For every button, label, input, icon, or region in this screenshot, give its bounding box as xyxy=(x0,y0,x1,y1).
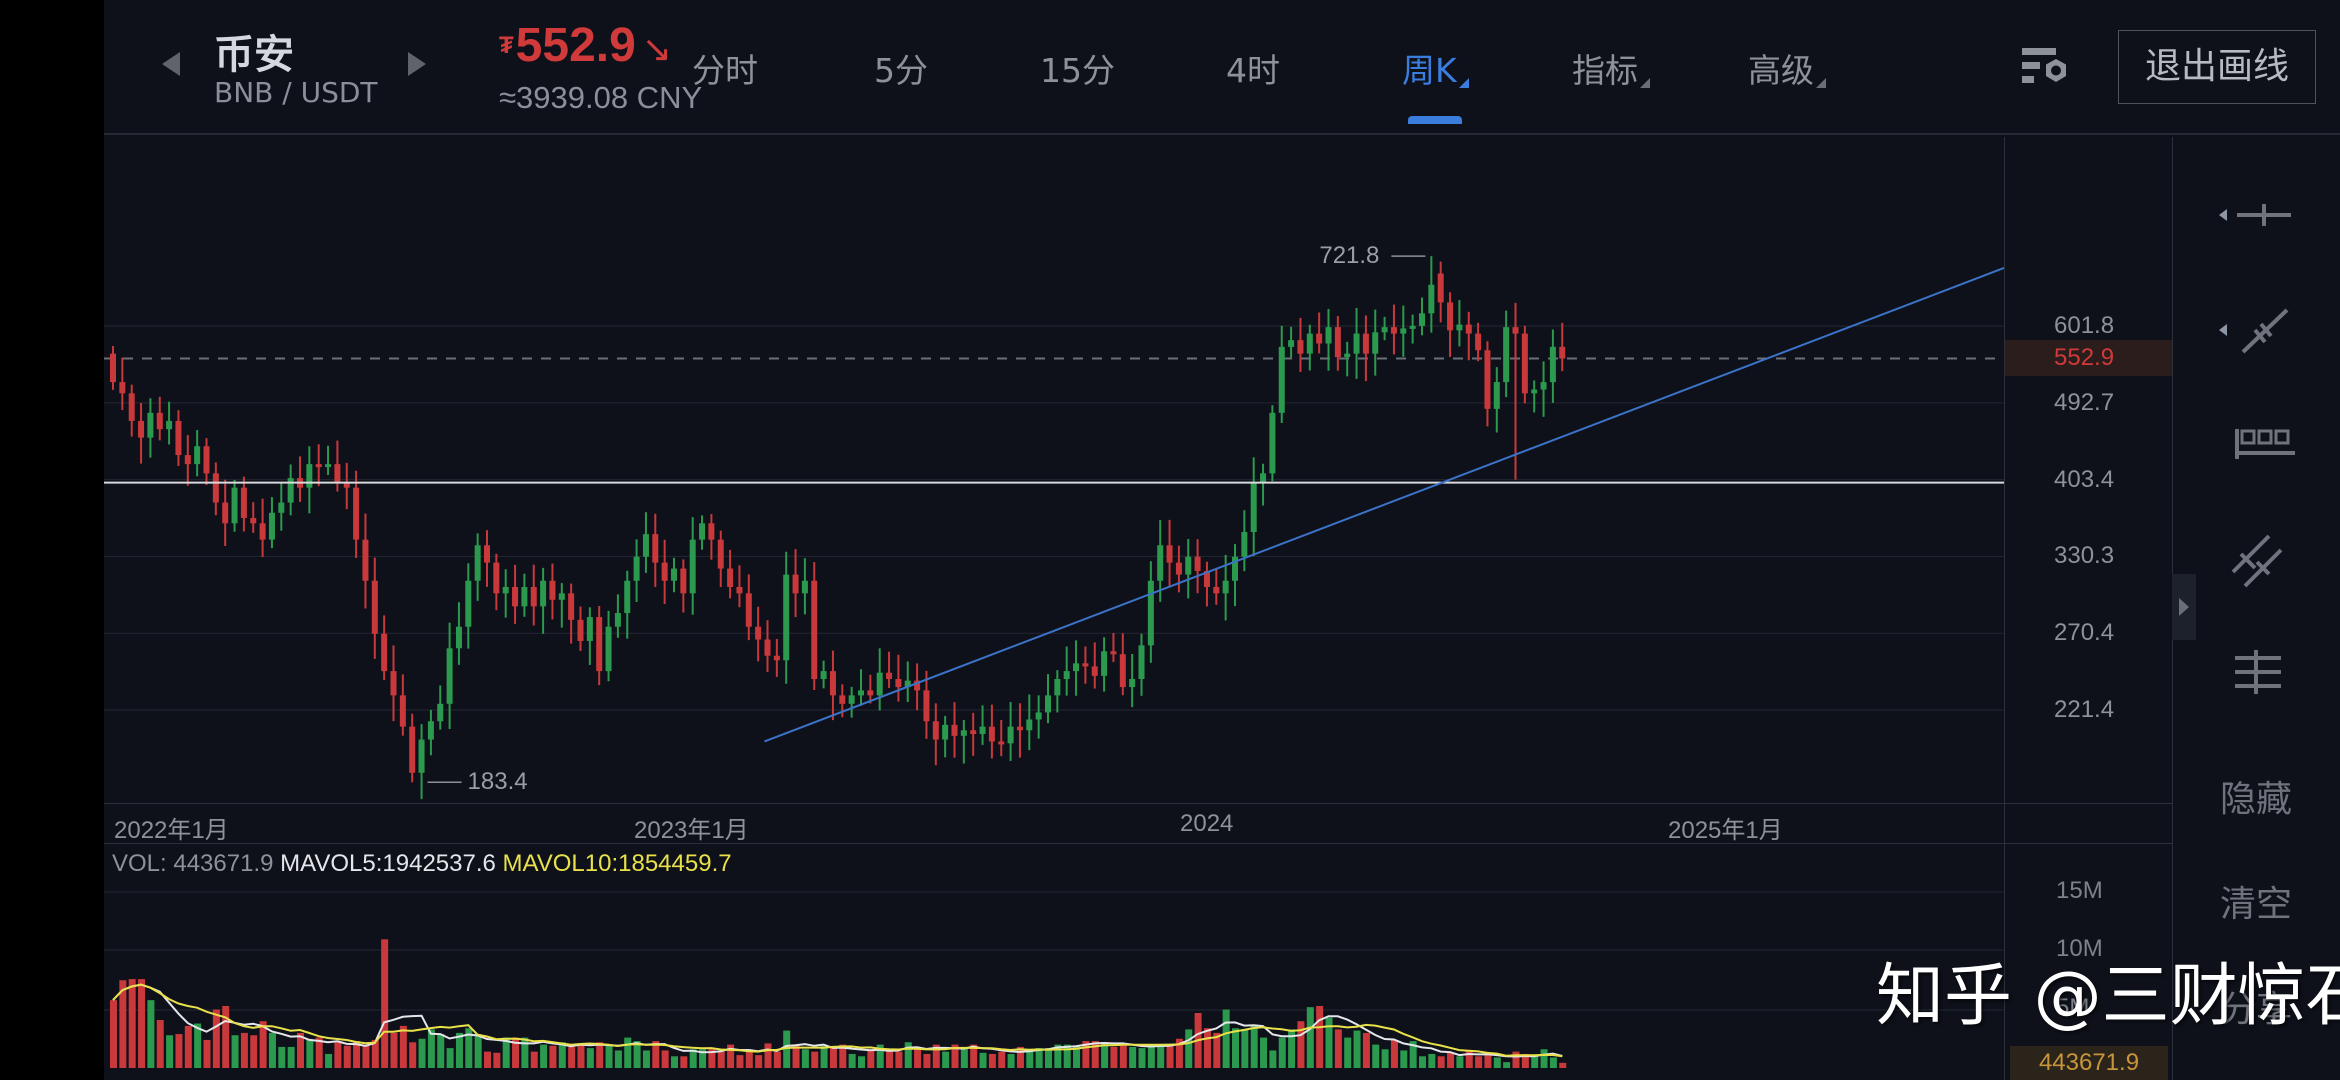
tab-3[interactable]: 4时 xyxy=(1226,44,1280,92)
tab-1[interactable]: 5分 xyxy=(874,44,928,92)
volume-axis-label-10m: 10M xyxy=(2056,935,2103,962)
dropdown-corner-icon xyxy=(1816,78,1826,88)
volume-axis-label-15m: 15M xyxy=(2056,877,2103,904)
previous-symbol-arrow-icon[interactable] xyxy=(162,52,180,76)
chart-settings-icon[interactable] xyxy=(2020,46,2072,88)
dropdown-corner-icon xyxy=(1640,78,1650,88)
volume-panel-divider xyxy=(104,843,2172,844)
time-axis-label: 2022年1月 xyxy=(114,817,229,844)
fibonacci-tool[interactable] xyxy=(2172,648,2340,698)
tab-label: 5分 xyxy=(874,51,928,90)
price-axis-label: 270.4 xyxy=(2054,619,2115,647)
last-price: ₮552.9 ↘ xyxy=(499,18,672,73)
volume-axis-label-5m: 5M xyxy=(2056,994,2090,1021)
price-axis-label: 221.4 xyxy=(2054,696,2115,723)
next-symbol-arrow-icon[interactable] xyxy=(408,52,426,76)
price-range-tool[interactable] xyxy=(2172,425,2340,465)
tab-2[interactable]: 15分 xyxy=(1040,44,1115,92)
price-axis-divider xyxy=(2004,137,2005,1080)
price-axis-label: 403.4 xyxy=(2054,465,2115,493)
horizontal-line-tool[interactable] xyxy=(2172,198,2340,232)
parallel-channel-tool[interactable] xyxy=(2172,530,2340,590)
price-axis-label: 601.8 xyxy=(2054,312,2115,339)
mavol10-value: MAVOL10:1854459.7 xyxy=(502,850,732,877)
trend-line-tool[interactable] xyxy=(2172,300,2340,360)
tab-label: 15分 xyxy=(1040,51,1115,90)
current-price-tag xyxy=(2005,340,2172,376)
tab-label: 指标 xyxy=(1572,51,1638,90)
expand-toolbar-toggle[interactable] xyxy=(2172,574,2196,640)
candlestick-chart[interactable] xyxy=(104,0,2340,1080)
low-price-marker: 183.4 xyxy=(467,768,528,796)
time-axis-label: 2023年1月 xyxy=(634,817,749,844)
header-bar: 币安 BNB / USDT ₮552.9 ↘ ≈3939.08 CNY 分时 5分 1… xyxy=(104,0,2340,135)
tab-label: 高级 xyxy=(1748,51,1814,90)
price-range-tool-icon xyxy=(2235,429,2295,459)
time-axis-label: 2024 xyxy=(1180,810,1234,837)
time-axis-label: 2025年1月 xyxy=(1668,817,1783,844)
price-axis-label: 492.7 xyxy=(2054,388,2115,416)
price-down-arrow-icon: ↘ xyxy=(641,28,672,69)
price-axis-label: 330.3 xyxy=(2054,542,2115,570)
symbol-pair[interactable]: BNB / USDT xyxy=(214,76,378,109)
share-button[interactable]: 分享 xyxy=(2219,989,2292,1030)
mavol5-value: MAVOL5:1942537.6 xyxy=(280,850,496,877)
tether-currency-icon: ₮ xyxy=(499,32,514,59)
time-axis-divider xyxy=(104,803,2172,804)
tab-label: 4时 xyxy=(1226,51,1280,90)
last-price-value: 552.9 xyxy=(515,19,636,72)
high-price-marker: 721.8 xyxy=(1319,242,1380,270)
horizontal-line-tool-icon xyxy=(2219,204,2291,226)
parallel-channel-tool-icon xyxy=(2231,534,2283,588)
tab-label: 分时 xyxy=(692,51,758,90)
current-volume-tag: 443671.9 xyxy=(2010,1046,2168,1080)
exit-drawing-button[interactable]: 退出画线 xyxy=(2118,30,2316,104)
volume-legend: VOL: 443671.9 MAVOL5:1942537.6 MAVOL10:1… xyxy=(112,850,732,878)
kline-app: 币安 BNB / USDT ₮552.9 ↘ ≈3939.08 CNY 分时 5分 1… xyxy=(104,0,2340,1080)
current-price-axis-label: 552.9 xyxy=(2054,344,2115,371)
dropdown-corner-icon xyxy=(1458,78,1469,88)
trend-line-tool-icon xyxy=(2219,308,2289,354)
cny-price: ≈3939.08 CNY xyxy=(499,80,703,115)
symbol-name[interactable]: 币安 xyxy=(214,32,294,78)
active-tab-indicator xyxy=(1408,116,1462,124)
tab-6[interactable]: 高级 xyxy=(1748,44,1826,92)
fibonacci-tool-icon xyxy=(2235,650,2281,694)
tab-label: 周K xyxy=(1402,51,1457,90)
clear-drawings-button[interactable]: 清空 xyxy=(2219,884,2292,925)
tab-5[interactable]: 指标 xyxy=(1572,44,1650,92)
hide-drawings-button[interactable]: 隐藏 xyxy=(2219,779,2292,820)
tab-4[interactable]: 周K xyxy=(1402,44,1469,92)
vol-value: VOL: 443671.9 xyxy=(112,850,274,877)
tab-0[interactable]: 分时 xyxy=(692,44,758,92)
